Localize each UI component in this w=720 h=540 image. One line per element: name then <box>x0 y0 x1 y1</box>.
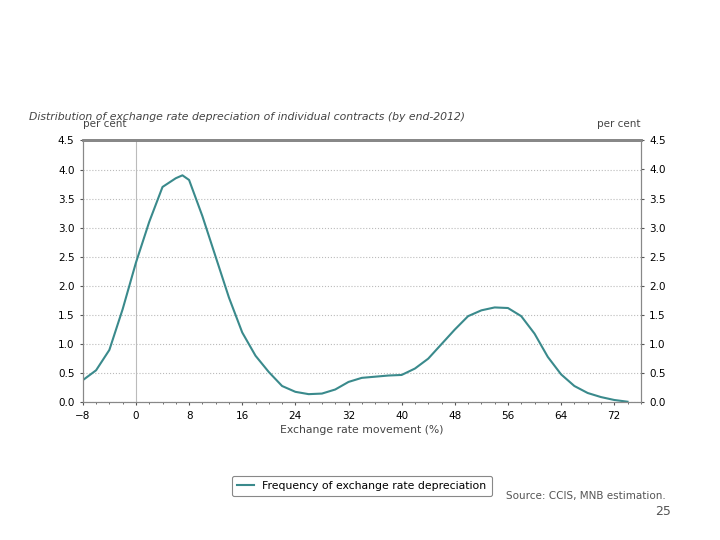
Text: poses a significant risk: poses a significant risk <box>238 69 482 87</box>
X-axis label: Exchange rate movement (%): Exchange rate movement (%) <box>280 425 444 435</box>
Legend: Frequency of exchange rate depreciation: Frequency of exchange rate depreciation <box>232 476 492 496</box>
Text: per cent: per cent <box>83 119 126 129</box>
Text: Source: CCIS, MNB estimation.: Source: CCIS, MNB estimation. <box>505 491 665 501</box>
Text: Exchange rate exposure of SMEs without natural hedge: Exchange rate exposure of SMEs without n… <box>66 32 654 51</box>
Text: per cent: per cent <box>598 119 641 129</box>
Text: 25: 25 <box>655 505 671 518</box>
Text: Distribution of exchange rate depreciation of individual contracts (by end-2012): Distribution of exchange rate depreciati… <box>29 112 465 123</box>
